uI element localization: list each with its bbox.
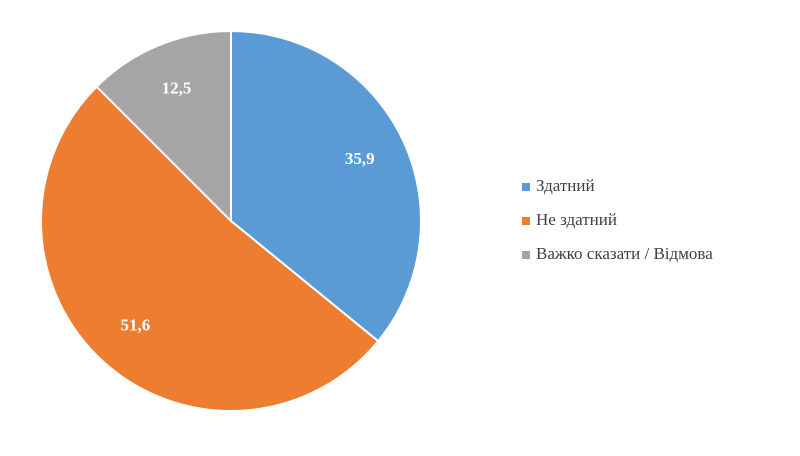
pie-slice — [40, 85, 380, 412]
data-label: 35,9 — [345, 149, 375, 168]
pie-slice — [230, 29, 422, 343]
legend-swatch — [522, 251, 530, 259]
data-label: 12,5 — [162, 78, 192, 97]
legend-swatch — [522, 183, 530, 191]
legend-label: Важко сказати / Відмова — [536, 244, 713, 263]
legend-label: Здатний — [536, 176, 595, 195]
legend-label: Не здатний — [536, 210, 617, 229]
data-label: 51,6 — [121, 316, 151, 335]
pie-slice — [95, 29, 232, 224]
legend-swatch — [522, 217, 530, 225]
